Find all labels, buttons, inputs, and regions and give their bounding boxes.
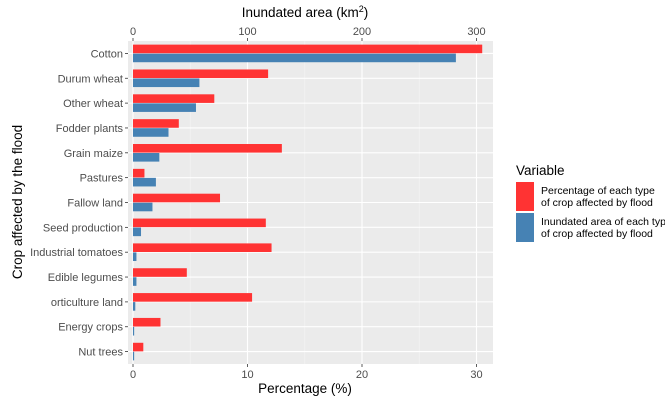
x-tick-label-bottom: 20 (356, 369, 368, 381)
bar-inundated-area (133, 128, 169, 137)
bar-inundated-area (133, 202, 153, 212)
bar-percentage (133, 168, 145, 178)
x-tick-label-bottom: 30 (470, 369, 482, 381)
bar-inundated-area (133, 227, 142, 237)
bar-percentage (133, 218, 266, 228)
bar-inundated-area (133, 326, 135, 336)
y-tick-label: Industrial tomatoes (30, 247, 123, 259)
x-tick-label-bottom: 0 (130, 369, 136, 381)
bar-percentage (133, 268, 187, 277)
bar-percentage (133, 44, 483, 54)
x-tick-label-top: 100 (238, 26, 256, 38)
bar-percentage (133, 69, 269, 79)
bar-percentage (133, 293, 253, 302)
y-tick-label: Pastures (80, 173, 124, 185)
bar-inundated-area (133, 277, 137, 286)
x-tick-label-top: 0 (130, 26, 136, 38)
y-tick-label: Fallow land (67, 198, 123, 210)
bar-percentage (133, 317, 161, 327)
bar-inundated-area (133, 153, 160, 162)
y-tick-label: Energy crops (58, 322, 123, 334)
bar-inundated-area (133, 53, 456, 63)
bar-percentage (133, 119, 179, 128)
bar-percentage (133, 144, 282, 153)
legend-label-line1: Percentage of each type (541, 185, 655, 197)
y-tick-label: Grain maize (64, 148, 123, 160)
y-tick-label: orticulture land (51, 297, 123, 309)
bar-percentage (133, 193, 221, 203)
bar-inundated-area (133, 177, 156, 187)
y-tick-label: Seed production (43, 222, 123, 234)
legend-swatch (516, 182, 534, 211)
y-tick-label: Durum wheat (58, 73, 123, 85)
bar-inundated-area (133, 103, 196, 112)
x-tick-label-top: 200 (353, 26, 371, 38)
legend-swatch (516, 213, 534, 242)
y-tick-label: Nut trees (78, 347, 123, 359)
x-tick-label-bottom: 10 (241, 369, 253, 381)
y-tick-label: Edible legumes (48, 272, 124, 284)
legend-label-line2: of crop affected by flood (541, 197, 653, 209)
bar-inundated-area (133, 252, 137, 261)
legend-label-line2: of crop affected by flood (541, 228, 653, 240)
bar-percentage (133, 342, 144, 352)
bar-inundated-area (133, 351, 135, 361)
y-tick-label: Other wheat (63, 98, 123, 110)
bottom-axis-title: Percentage (%) (258, 381, 352, 396)
bar-percentage (133, 243, 272, 252)
y-tick-label: Cotton (91, 48, 123, 60)
bar-inundated-area (133, 78, 200, 88)
x-tick-label-top: 300 (467, 26, 485, 38)
legend-title: Variable (516, 163, 565, 178)
legend-label-line1: Inundated area of each type (541, 216, 665, 228)
y-tick-label: Fodder plants (56, 123, 124, 135)
bar-inundated-area (133, 302, 136, 311)
top-axis-title: Inundated area (km2) (242, 4, 369, 20)
bar-percentage (133, 94, 215, 103)
y-axis-title: Crop affected by the flood (10, 125, 25, 279)
